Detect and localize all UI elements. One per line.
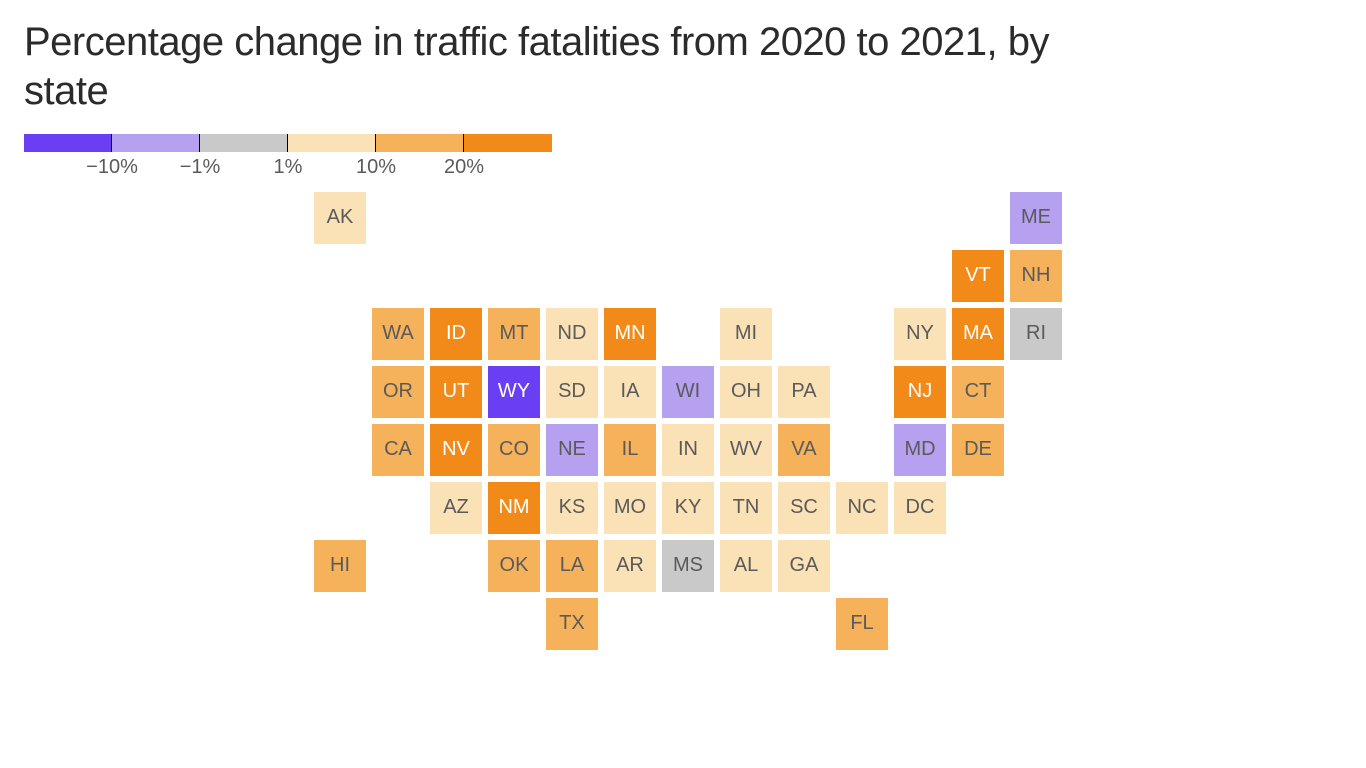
state-cell-ar[interactable]: AR xyxy=(604,540,656,592)
state-cell-ma[interactable]: MA xyxy=(952,308,1004,360)
state-cell-ga[interactable]: GA xyxy=(778,540,830,592)
legend-bar xyxy=(24,134,552,152)
color-legend: −10% −1% 1% 10% 20% xyxy=(24,134,552,178)
state-cell-in[interactable]: IN xyxy=(662,424,714,476)
chart-title: Percentage change in traffic fatalities … xyxy=(24,18,1124,116)
legend-segment xyxy=(288,134,376,152)
state-cell-nc[interactable]: NC xyxy=(836,482,888,534)
state-cell-hi[interactable]: HI xyxy=(314,540,366,592)
state-cell-id[interactable]: ID xyxy=(430,308,482,360)
state-cell-me[interactable]: ME xyxy=(1010,192,1062,244)
state-cell-ak[interactable]: AK xyxy=(314,192,366,244)
state-cell-ct[interactable]: CT xyxy=(952,366,1004,418)
legend-tick-label: −10% xyxy=(86,156,138,179)
state-cell-mt[interactable]: MT xyxy=(488,308,540,360)
state-cell-tx[interactable]: TX xyxy=(546,598,598,650)
state-cell-ky[interactable]: KY xyxy=(662,482,714,534)
state-cell-va[interactable]: VA xyxy=(778,424,830,476)
state-cell-ny[interactable]: NY xyxy=(894,308,946,360)
legend-tick-label: 10% xyxy=(356,156,396,179)
legend-segment xyxy=(464,134,552,152)
state-cell-dc[interactable]: DC xyxy=(894,482,946,534)
state-cell-nd[interactable]: ND xyxy=(546,308,598,360)
legend-tick-label: −1% xyxy=(180,156,221,179)
state-cell-md[interactable]: MD xyxy=(894,424,946,476)
state-cell-ms[interactable]: MS xyxy=(662,540,714,592)
legend-segment xyxy=(376,134,464,152)
state-cell-nm[interactable]: NM xyxy=(488,482,540,534)
state-cell-fl[interactable]: FL xyxy=(836,598,888,650)
state-cell-oh[interactable]: OH xyxy=(720,366,772,418)
state-cell-ca[interactable]: CA xyxy=(372,424,424,476)
state-cell-mi[interactable]: MI xyxy=(720,308,772,360)
state-cell-il[interactable]: IL xyxy=(604,424,656,476)
state-cell-wa[interactable]: WA xyxy=(372,308,424,360)
state-cell-ia[interactable]: IA xyxy=(604,366,656,418)
legend-tick-label: 20% xyxy=(444,156,484,179)
legend-segment xyxy=(24,134,112,152)
legend-segment xyxy=(112,134,200,152)
state-cell-nj[interactable]: NJ xyxy=(894,366,946,418)
state-cell-sc[interactable]: SC xyxy=(778,482,830,534)
state-cell-ks[interactable]: KS xyxy=(546,482,598,534)
legend-segment xyxy=(200,134,288,152)
state-cell-tn[interactable]: TN xyxy=(720,482,772,534)
state-cell-ri[interactable]: RI xyxy=(1010,308,1062,360)
legend-labels: −10% −1% 1% 10% 20% xyxy=(24,152,552,178)
state-cell-ut[interactable]: UT xyxy=(430,366,482,418)
state-cell-pa[interactable]: PA xyxy=(778,366,830,418)
state-cell-wy[interactable]: WY xyxy=(488,366,540,418)
state-cell-mn[interactable]: MN xyxy=(604,308,656,360)
state-cell-de[interactable]: DE xyxy=(952,424,1004,476)
state-cell-al[interactable]: AL xyxy=(720,540,772,592)
state-cell-ne[interactable]: NE xyxy=(546,424,598,476)
state-cell-wv[interactable]: WV xyxy=(720,424,772,476)
state-cell-vt[interactable]: VT xyxy=(952,250,1004,302)
state-cell-or[interactable]: OR xyxy=(372,366,424,418)
state-cell-nh[interactable]: NH xyxy=(1010,250,1062,302)
state-cell-sd[interactable]: SD xyxy=(546,366,598,418)
state-cell-az[interactable]: AZ xyxy=(430,482,482,534)
legend-tick-label: 1% xyxy=(274,156,303,179)
state-cell-la[interactable]: LA xyxy=(546,540,598,592)
state-tile-map: AKMEVTNHWAIDMTNDMNMINYMARIORUTWYSDIAWIOH… xyxy=(24,192,1024,722)
state-cell-ok[interactable]: OK xyxy=(488,540,540,592)
state-cell-co[interactable]: CO xyxy=(488,424,540,476)
state-cell-mo[interactable]: MO xyxy=(604,482,656,534)
state-cell-nv[interactable]: NV xyxy=(430,424,482,476)
state-cell-wi[interactable]: WI xyxy=(662,366,714,418)
